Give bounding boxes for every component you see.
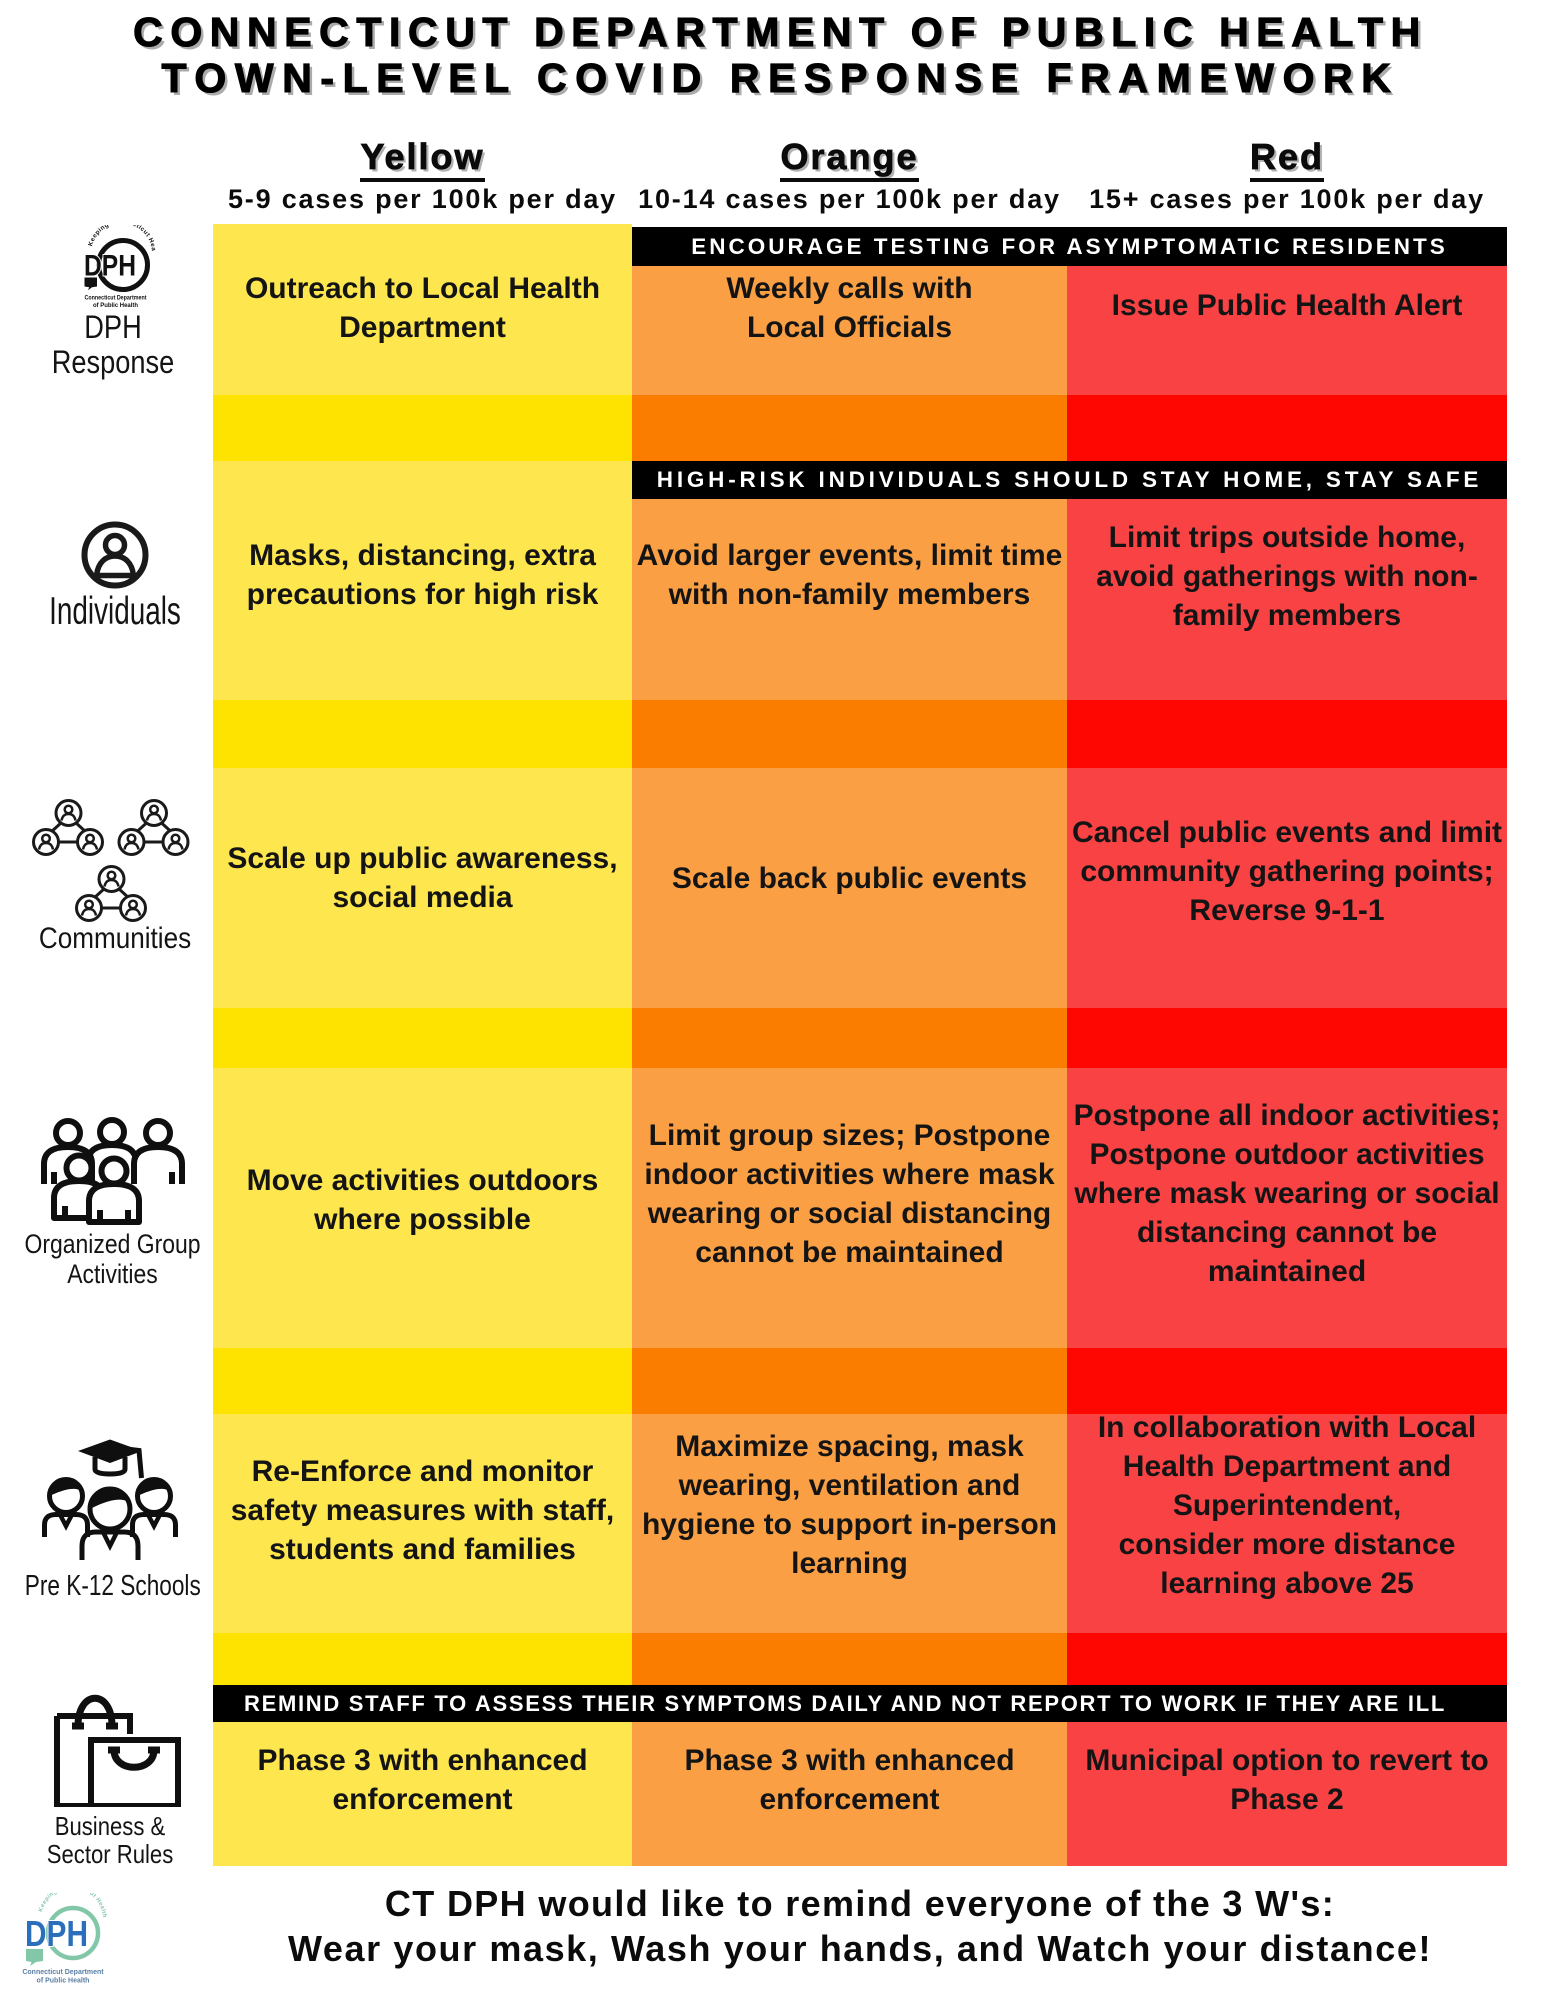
svg-text:of Public Health: of Public Health bbox=[37, 1978, 90, 1985]
svg-text:DPH: DPH bbox=[25, 1913, 88, 1954]
svg-text:Connecticut Department: Connecticut Department bbox=[85, 295, 148, 302]
svg-text:of Public Health: of Public Health bbox=[93, 302, 138, 309]
svg-text:Connecticut Department: Connecticut Department bbox=[22, 1969, 104, 1976]
